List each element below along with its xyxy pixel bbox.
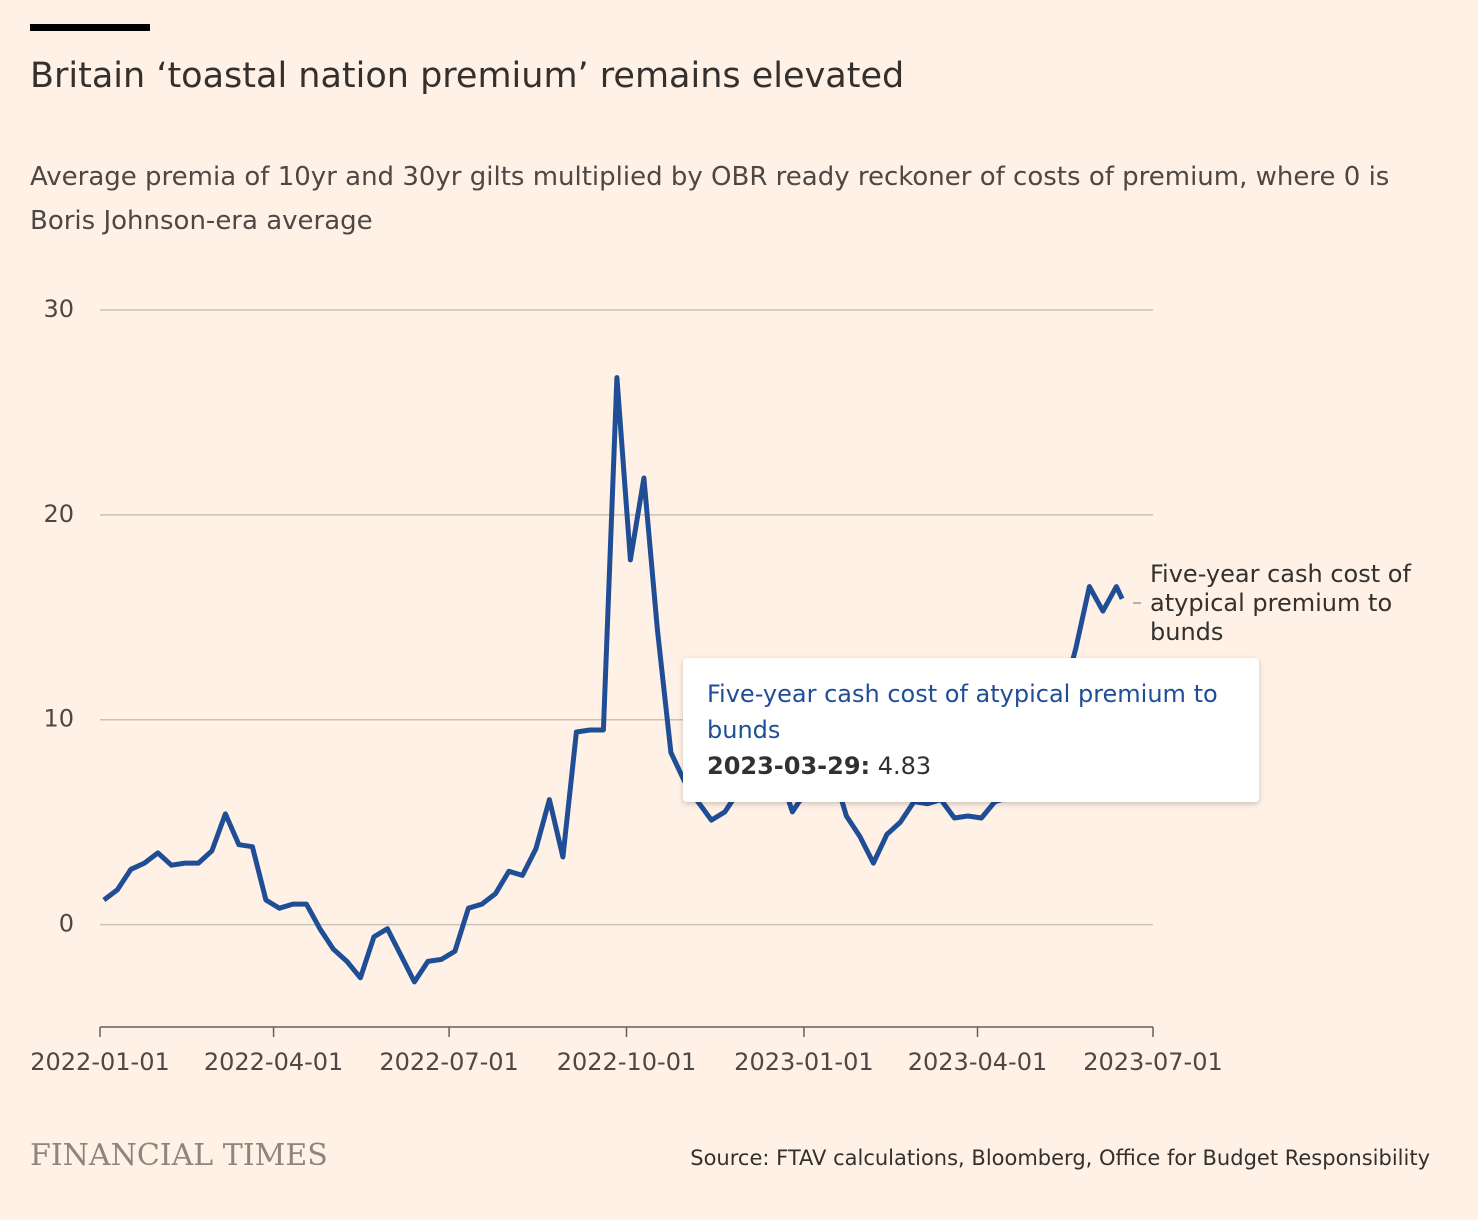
y-tick-label: 20: [43, 500, 74, 528]
tooltip: Five-year cash cost of atypical premium …: [683, 658, 1259, 802]
tooltip-body: 2023-03-29: 4.83: [707, 748, 1235, 784]
tooltip-value: 4.83: [877, 752, 932, 780]
tooltip-date: 2023-03-29:: [707, 752, 871, 780]
y-tick-label: 30: [43, 295, 74, 323]
x-tick-label: 2022-10-01: [557, 1048, 696, 1076]
x-tick-label: 2023-01-01: [734, 1048, 873, 1076]
x-tick-label: 2022-07-01: [379, 1048, 518, 1076]
tooltip-title: Five-year cash cost of atypical premium …: [707, 680, 1218, 744]
x-tick-label: 2022-01-01: [30, 1048, 169, 1076]
chart-subtitle: Average premia of 10yr and 30yr gilts mu…: [30, 162, 1390, 236]
top-rule: [30, 24, 150, 31]
y-tick-label: 10: [43, 705, 74, 733]
x-tick-label: 2023-07-01: [1083, 1048, 1222, 1076]
line: [102, 375, 1125, 985]
source: Source: FTAV calculations, Bloomberg, Of…: [690, 1146, 1430, 1170]
chart-title: Britain ‘toastal nation premium’ remains…: [30, 56, 905, 96]
brand: FINANCIAL TIMES: [30, 1138, 328, 1173]
x-tick-label: 2022-04-01: [204, 1048, 343, 1076]
x-tick-label: 2023-04-01: [908, 1048, 1047, 1076]
y-tick-label: 0: [59, 910, 74, 938]
series-label: Five-year cash cost of atypical premium …: [1150, 560, 1411, 646]
